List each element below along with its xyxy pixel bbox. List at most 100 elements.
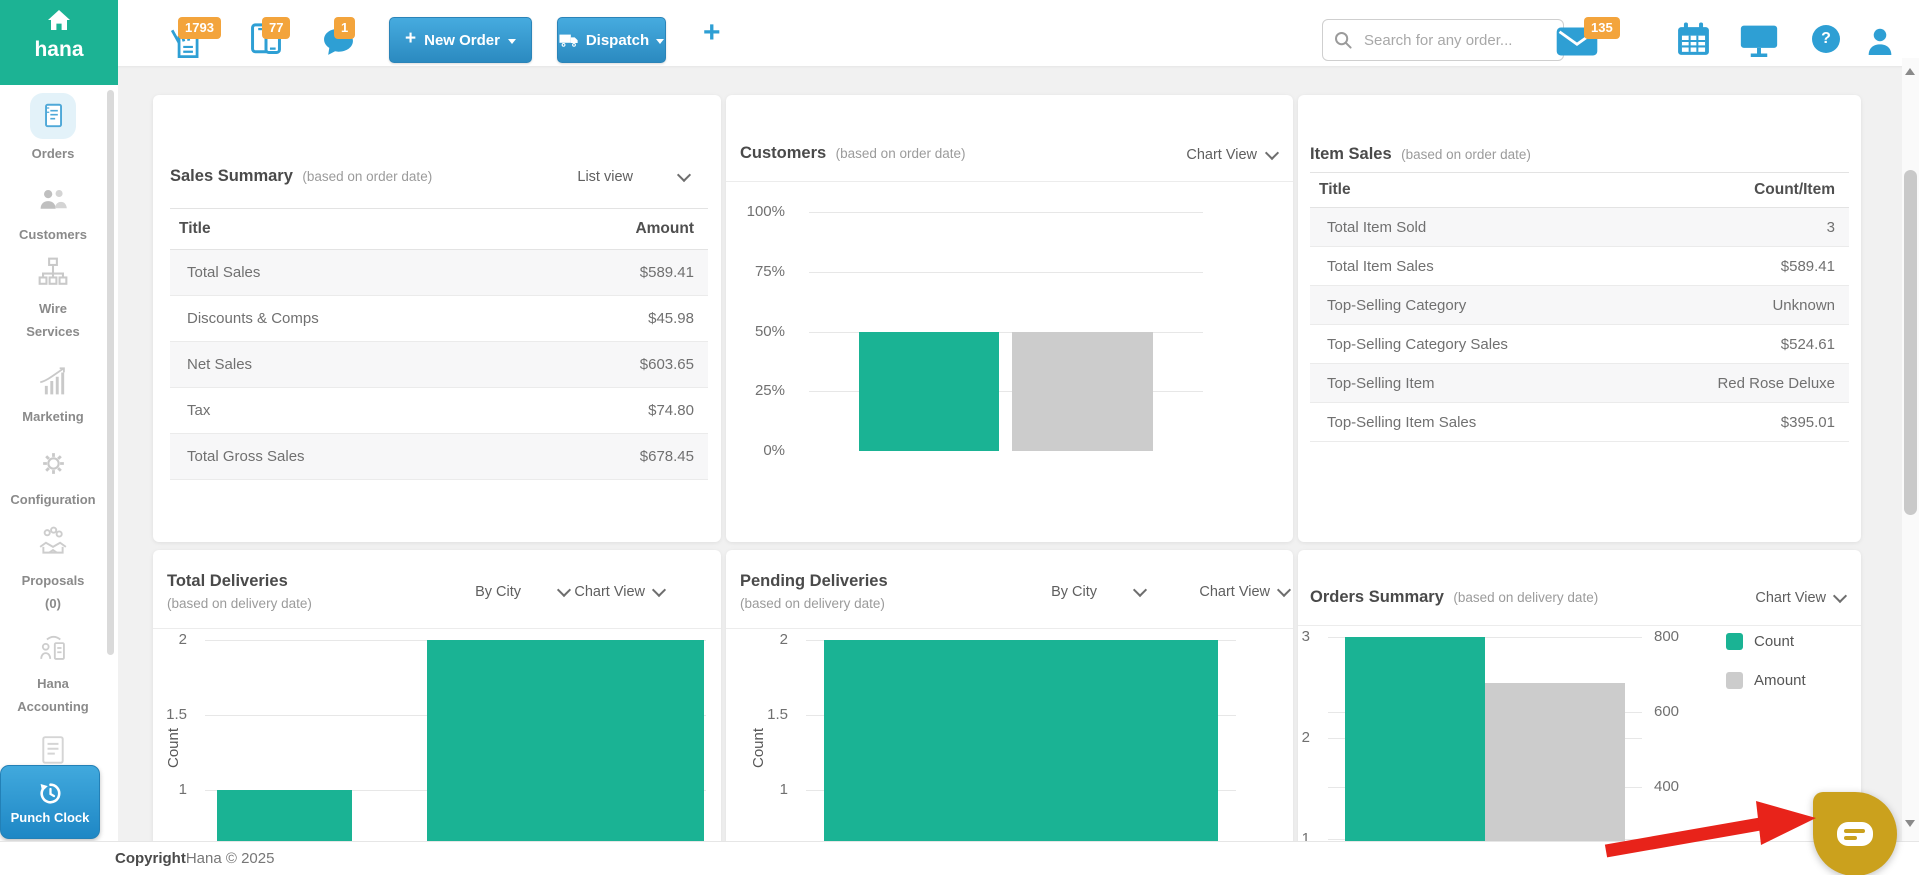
sidebar-item-customers[interactable]: Customers [0, 183, 106, 243]
add-tab-button[interactable]: + [703, 16, 721, 49]
brand-name: hana [34, 38, 84, 61]
new-order-label: New Order [424, 31, 500, 49]
pending-deliveries-card: Pending Deliveries (based on delivery da… [726, 550, 1293, 841]
row-value: Red Rose Deluxe [1717, 374, 1835, 392]
sidebar: Orders Customers [0, 85, 118, 841]
row-label: Top-Selling Item Sales [1327, 413, 1477, 431]
axis-tick-label: 1.5 [166, 706, 187, 723]
bar-city-1 [824, 640, 1218, 841]
selector-label: By City [1051, 584, 1097, 600]
sidebar-item-label: Orders [31, 146, 75, 161]
axis-tick-label: 2 [779, 631, 788, 648]
dispatch-button[interactable]: Dispatch [557, 17, 666, 63]
table-row: Total Item Sold 3 [1310, 208, 1849, 247]
row-value: $589.41 [1780, 257, 1835, 275]
punch-clock-label: Punch Clock [10, 809, 90, 825]
chevron-down-icon [1132, 582, 1148, 597]
sidebar-scrollbar-thumb[interactable] [107, 90, 114, 655]
total-deliveries-plot [205, 640, 706, 841]
customers-plot [809, 212, 1203, 451]
card-title: Item Sales [1310, 145, 1392, 163]
chart-view-selector[interactable]: Chart View [574, 582, 667, 600]
axis-tick-label: 100% [746, 203, 785, 220]
user-icon [1864, 28, 1896, 62]
axis-tick-label: 2 [178, 631, 187, 648]
chart-view-selector[interactable]: Chart View [1199, 582, 1293, 600]
order-search [1322, 19, 1565, 61]
gridline [809, 212, 1203, 213]
chart-view-selector[interactable]: Chart View [1186, 145, 1280, 163]
sidebar-item-hana-accounting[interactable]: Hana Accounting [0, 632, 106, 715]
bar-customers-a [859, 331, 999, 451]
card-title: Sales Summary [170, 167, 293, 185]
group-by-selector[interactable]: By City [1051, 582, 1148, 600]
card-title: Total Deliveries [167, 572, 288, 590]
axis-tick-label: 3 [1301, 628, 1310, 645]
display-button[interactable] [1738, 24, 1780, 62]
card-subtitle: (based on delivery date) [167, 596, 312, 611]
search-input[interactable] [1362, 30, 1565, 50]
sidebar-item-label: Wire [38, 301, 68, 316]
divider [726, 628, 1293, 629]
dispatch-label: Dispatch [585, 31, 650, 49]
devices-icon [249, 23, 283, 61]
dashboard: Sales Summary (based on order date) List… [118, 66, 1902, 841]
y-axis: 100% 75% 50% 25% 0% [726, 203, 797, 459]
selector-label: Chart View [1199, 584, 1270, 600]
table-row: Total Gross Sales $678.45 [170, 434, 708, 480]
scroll-down-arrow[interactable] [1905, 820, 1915, 827]
messages-button[interactable]: 1 [322, 17, 356, 63]
sidebar-item-proposals[interactable]: Proposals (0) [0, 525, 106, 612]
row-label: Top-Selling Item [1327, 374, 1435, 392]
divider [153, 628, 721, 629]
devices-badge: 77 [262, 17, 291, 40]
devices-button[interactable]: 77 [249, 17, 291, 62]
row-label: Total Item Sales [1327, 257, 1434, 275]
legend-item: Count [1726, 633, 1806, 650]
chat-widget-button[interactable] [1813, 792, 1897, 875]
wire-services-icon [36, 255, 70, 294]
scroll-up-arrow[interactable] [1905, 68, 1915, 75]
group-by-selector[interactable]: By City [475, 582, 572, 600]
y-axis: 2 1.5 1 [153, 631, 199, 841]
sidebar-item-hidden[interactable] [0, 733, 106, 778]
axis-tick-label: 1 [178, 781, 187, 798]
table-row: Top-Selling Item Red Rose Deluxe [1310, 364, 1849, 403]
table-row: Top-Selling Category Unknown [1310, 286, 1849, 325]
calendar-button[interactable] [1675, 20, 1712, 64]
customers-icon [36, 183, 70, 220]
list-view-selector[interactable]: List view [577, 169, 633, 185]
card-title-row: Sales Summary (based on order date) [170, 167, 432, 186]
sidebar-item-marketing[interactable]: Marketing [0, 365, 106, 425]
axis-tick-label: 600 [1654, 703, 1680, 720]
axis-tick-label: 25% [754, 382, 785, 400]
scrollbar-thumb[interactable] [1904, 170, 1917, 515]
punch-clock-icon [37, 780, 64, 807]
account-button[interactable] [1864, 24, 1896, 63]
calendar-icon [1675, 22, 1712, 63]
chevron-down-icon [1264, 145, 1280, 160]
axis-tick-label: 400 [1654, 778, 1680, 795]
print-queue-icon [168, 25, 204, 64]
brand-logo[interactable]: hana [0, 0, 118, 85]
help-button[interactable]: ? [1812, 25, 1840, 53]
sidebar-item-configuration[interactable]: Configuration [0, 447, 106, 508]
table-header: Title Amount [170, 208, 708, 250]
sidebar-item-wire-services[interactable]: Wire Services [0, 255, 106, 340]
gridline [1328, 637, 1642, 638]
row-label: Tax [187, 402, 211, 419]
axis-tick-label: 2 [1301, 728, 1310, 746]
sidebar-item-orders[interactable]: Orders [0, 93, 106, 162]
card-subtitle: (based on order date) [835, 146, 966, 161]
print-queue-button[interactable]: 1793 [168, 17, 221, 65]
mail-button[interactable]: 135 [1556, 17, 1620, 62]
chevron-down-icon[interactable] [676, 167, 692, 183]
home-icon [47, 9, 71, 36]
bar-Count [1344, 637, 1485, 841]
new-order-button[interactable]: + New Order [389, 17, 532, 63]
chevron-down-icon [507, 38, 516, 44]
row-value: 3 [1826, 218, 1835, 236]
punch-clock-button[interactable]: Punch Clock [0, 765, 100, 839]
chart-view-selector[interactable]: Chart View [1755, 588, 1848, 606]
